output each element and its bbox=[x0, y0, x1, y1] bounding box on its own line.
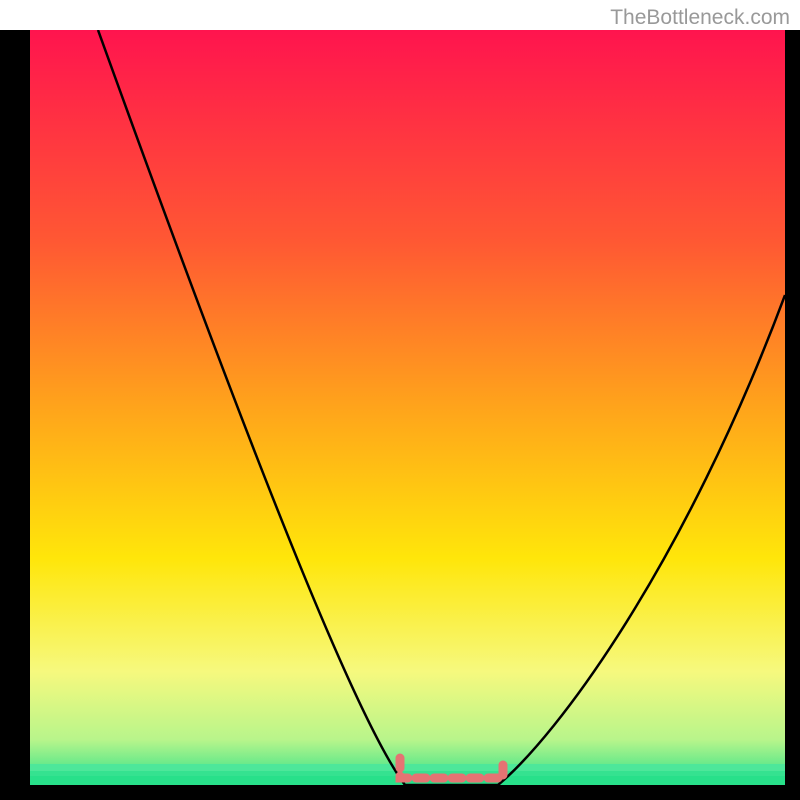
watermark-text: TheBottleneck.com bbox=[610, 6, 790, 30]
optimal-range-bracket bbox=[30, 30, 785, 785]
bracket-path bbox=[400, 758, 503, 778]
plot-area bbox=[30, 30, 785, 785]
